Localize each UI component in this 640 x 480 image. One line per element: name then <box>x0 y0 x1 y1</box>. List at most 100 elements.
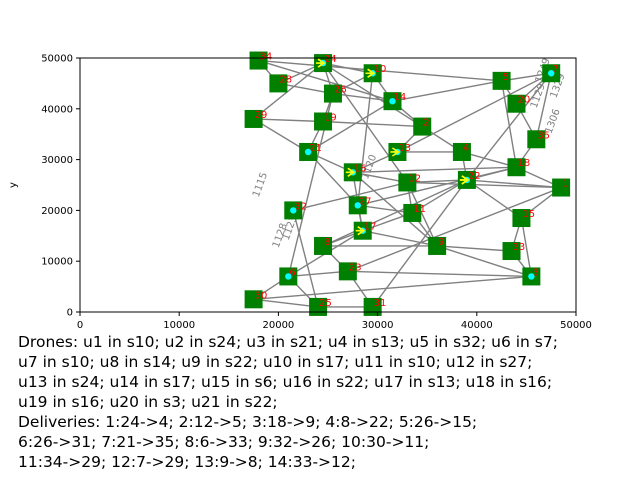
station-marker <box>314 112 333 131</box>
edge-line <box>411 179 468 214</box>
drone-arrow <box>365 68 376 78</box>
drone-marker <box>304 148 312 156</box>
edge-line <box>362 230 438 247</box>
station-label: 8 <box>324 237 330 248</box>
caption-line: 6:26->31; 7:21->35; 8:6->33; 9:32->26; 1… <box>18 433 430 451</box>
station-marker <box>338 262 357 281</box>
y-axis-label: y <box>8 182 19 188</box>
station-label: 26 <box>334 85 347 96</box>
station-label: 21 <box>309 143 322 154</box>
station-label: 25 <box>319 298 332 309</box>
edge-line <box>347 270 532 278</box>
edge-line <box>352 166 517 173</box>
drone-arrow <box>355 226 366 236</box>
station-label: 10 <box>374 64 387 75</box>
edge-line <box>292 210 319 308</box>
edge-line <box>322 179 468 247</box>
station-label: 9 <box>438 237 444 248</box>
y-tick-label: 10000 <box>41 257 73 268</box>
station-label: 31 <box>374 298 387 309</box>
station-label: 17 <box>364 222 377 233</box>
caption-line: u7 in s10; u8 in s14; u9 in s22; u10 in … <box>18 353 533 371</box>
drones-layer <box>285 58 555 280</box>
station-label: 29 <box>255 110 268 121</box>
edge-line <box>461 151 517 168</box>
station-marker <box>452 142 471 161</box>
station-label: 23 <box>349 262 362 273</box>
x-tick-label: 50000 <box>560 320 592 330</box>
station-marker <box>269 74 288 93</box>
edge-line <box>322 62 408 183</box>
caption-line: u19 in s16; u20 in s3; u21 in s22; <box>18 393 278 411</box>
station-marker <box>507 158 526 177</box>
station-label: 16 <box>354 163 367 174</box>
station-marker <box>309 297 328 316</box>
station-label: 33 <box>513 242 526 253</box>
station-label: 4 <box>463 143 469 154</box>
drone-marker <box>389 97 396 105</box>
edge-line <box>253 118 309 153</box>
edge-line <box>347 186 562 273</box>
edge-line <box>323 120 423 128</box>
caption-line: Drones: u1 in s10; u2 in s24; u3 in s21;… <box>18 333 558 351</box>
station-label: 1 <box>562 179 568 190</box>
station-marker <box>398 173 417 192</box>
station-label: 22 <box>468 171 481 182</box>
y-tick-label: 30000 <box>41 155 73 166</box>
x-tick-label: 30000 <box>362 320 394 330</box>
drone-marker <box>548 70 555 77</box>
edge-line <box>352 171 438 247</box>
edge-line <box>258 59 393 102</box>
caption: Drones: u1 in s10; u2 in s24; u3 in s21;… <box>18 332 628 472</box>
edge-line <box>436 245 532 278</box>
station-label: 28 <box>279 74 292 85</box>
drone-marker <box>285 273 292 280</box>
drone-marker <box>290 207 297 214</box>
drone-arrow <box>390 147 400 157</box>
station-marker <box>244 290 263 309</box>
edge-line <box>357 166 517 207</box>
station-label: 2 <box>423 118 429 129</box>
edge-line <box>535 73 552 140</box>
station-marker <box>428 236 447 255</box>
edge-line <box>253 275 532 300</box>
station-label: 14 <box>393 92 406 103</box>
station-label: 20 <box>517 95 530 106</box>
edge-line <box>352 171 408 184</box>
station-label: 3 <box>532 267 538 278</box>
station-marker <box>552 178 571 197</box>
station-label: 19 <box>324 113 337 124</box>
station-marker <box>363 297 382 316</box>
drone-arrow <box>316 58 326 68</box>
plot-frame <box>79 57 577 313</box>
edge-line <box>500 80 518 168</box>
station-marker <box>502 242 521 261</box>
caption-line: 11:34->29; 12:7->29; 13:9->8; 14:33->12; <box>18 453 356 471</box>
station-label: 13 <box>398 143 411 154</box>
edge-line <box>357 73 374 206</box>
station-label: 34 <box>260 52 273 63</box>
station-label: 15 <box>522 209 535 220</box>
edge-line <box>372 179 468 308</box>
station-label: 5 <box>503 72 509 83</box>
station-marker <box>507 94 526 113</box>
y-tick-label: 0 <box>67 308 73 319</box>
edge-line <box>437 245 512 252</box>
drone-arrow <box>345 167 356 177</box>
station-label: 32 <box>294 201 307 212</box>
edge-line <box>407 181 562 189</box>
edge-weight-label: 1129 <box>529 82 548 110</box>
drone-marker <box>528 273 535 280</box>
edge-line <box>407 179 467 184</box>
station-label: 18 <box>517 158 530 169</box>
edge-line <box>466 179 562 189</box>
station-marker <box>244 109 263 128</box>
station-label: 7 <box>552 64 558 75</box>
edge-line <box>466 179 522 219</box>
station-marker <box>512 209 531 228</box>
station-label: 35 <box>537 130 550 141</box>
x-tick-label: 20000 <box>262 320 294 330</box>
station-label: 27 <box>359 196 372 207</box>
edge-line <box>253 62 324 120</box>
edge-line <box>253 298 319 308</box>
